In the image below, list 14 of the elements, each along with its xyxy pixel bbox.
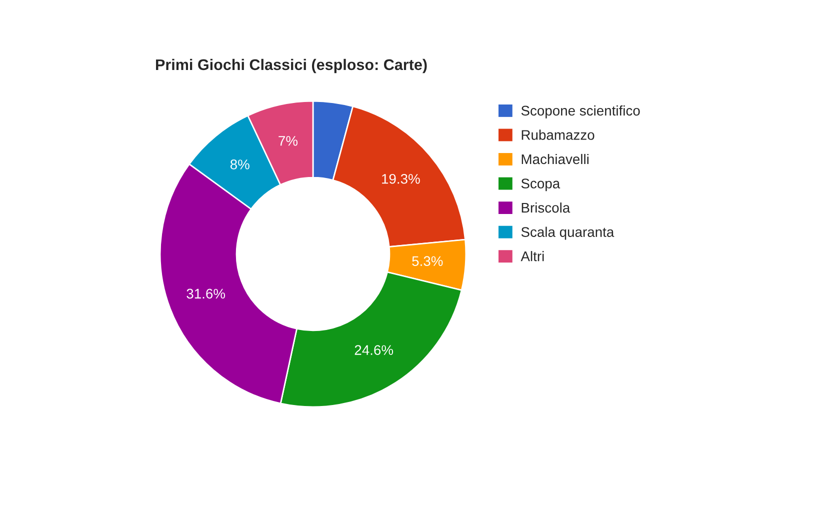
chart-title: Primi Giochi Classici (esploso: Carte) <box>156 58 427 74</box>
data-label: 7% <box>278 136 298 146</box>
legend-label: Machiavelli <box>522 154 588 164</box>
data-label: 31.6% <box>186 288 226 299</box>
legend-label: Briscola <box>522 202 570 213</box>
data-label: 24.6% <box>354 345 394 355</box>
legend-label: Scopa <box>521 178 560 192</box>
data-label: 5.3% <box>412 256 443 266</box>
legend-label: Rubamazzo <box>522 130 594 140</box>
data-label: 8% <box>230 160 250 170</box>
legend-label: Scopone scientifico <box>521 105 640 118</box>
legend-label: Altri <box>520 251 544 262</box>
legend-label: Scala quaranta <box>521 226 614 240</box>
data-label: 19.3% <box>382 174 420 184</box>
